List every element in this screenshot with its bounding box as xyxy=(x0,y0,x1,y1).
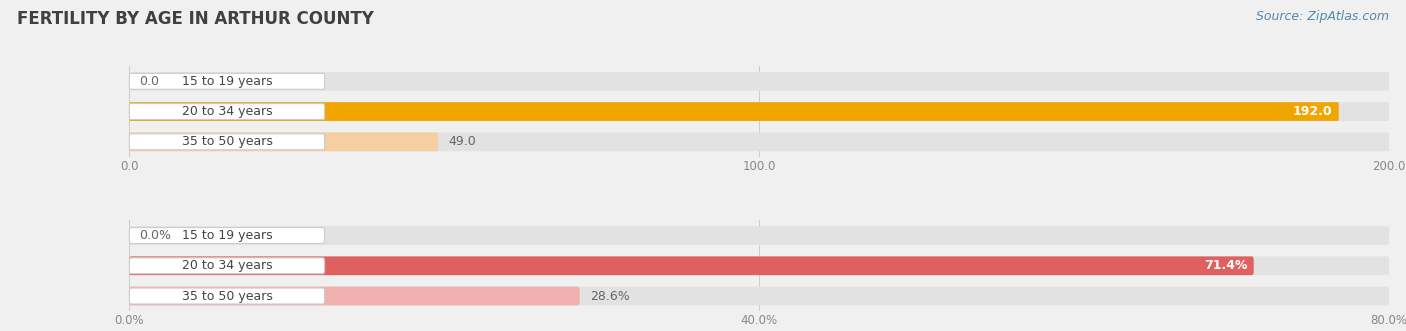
FancyBboxPatch shape xyxy=(129,228,325,244)
FancyBboxPatch shape xyxy=(129,132,1389,151)
FancyBboxPatch shape xyxy=(129,134,325,150)
FancyBboxPatch shape xyxy=(129,257,1389,275)
FancyBboxPatch shape xyxy=(129,226,1389,245)
Text: 192.0: 192.0 xyxy=(1292,105,1333,118)
Text: 20 to 34 years: 20 to 34 years xyxy=(181,259,273,272)
Text: 20 to 34 years: 20 to 34 years xyxy=(181,105,273,118)
Text: 15 to 19 years: 15 to 19 years xyxy=(181,75,273,88)
Text: 15 to 19 years: 15 to 19 years xyxy=(181,229,273,242)
FancyBboxPatch shape xyxy=(129,72,1389,91)
Text: 35 to 50 years: 35 to 50 years xyxy=(181,135,273,148)
Text: 0.0%: 0.0% xyxy=(139,229,172,242)
Text: 0.0: 0.0 xyxy=(139,75,159,88)
FancyBboxPatch shape xyxy=(129,104,325,119)
FancyBboxPatch shape xyxy=(129,73,325,89)
FancyBboxPatch shape xyxy=(129,257,1254,275)
FancyBboxPatch shape xyxy=(129,102,1389,121)
Text: 28.6%: 28.6% xyxy=(589,290,630,303)
FancyBboxPatch shape xyxy=(129,258,325,274)
FancyBboxPatch shape xyxy=(129,102,1339,121)
Text: 35 to 50 years: 35 to 50 years xyxy=(181,290,273,303)
FancyBboxPatch shape xyxy=(129,132,439,151)
FancyBboxPatch shape xyxy=(129,287,1389,306)
FancyBboxPatch shape xyxy=(129,287,579,306)
Text: 71.4%: 71.4% xyxy=(1204,259,1247,272)
Text: FERTILITY BY AGE IN ARTHUR COUNTY: FERTILITY BY AGE IN ARTHUR COUNTY xyxy=(17,10,374,28)
Text: Source: ZipAtlas.com: Source: ZipAtlas.com xyxy=(1256,10,1389,23)
FancyBboxPatch shape xyxy=(129,288,325,304)
Text: 49.0: 49.0 xyxy=(449,135,475,148)
